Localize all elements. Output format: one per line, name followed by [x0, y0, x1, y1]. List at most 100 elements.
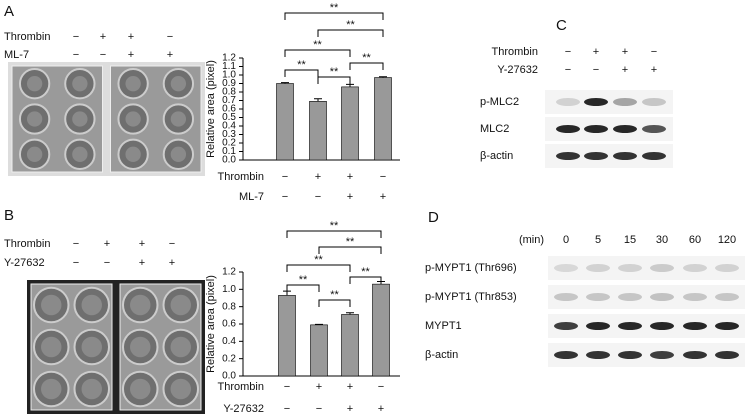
condition-sign: −	[593, 64, 599, 76]
blot	[545, 90, 673, 114]
y-tick-label: 0.1	[222, 146, 236, 157]
significance-bracket	[349, 62, 384, 70]
well-center	[41, 336, 62, 358]
significance-label: **	[299, 274, 308, 286]
y-tick-label: 0.8	[222, 87, 236, 98]
well-center	[81, 336, 102, 358]
y-tick-label: 1.2	[222, 267, 236, 278]
band	[554, 264, 578, 272]
y-tick-label: 0.7	[222, 95, 236, 106]
condition-label: Y-27632	[4, 257, 45, 269]
band	[683, 293, 707, 301]
blot-label: β-actin	[480, 150, 513, 162]
condition-sign: +	[167, 49, 173, 61]
y-tick-label: 1.0	[222, 284, 236, 295]
band	[650, 322, 674, 330]
significance-label: **	[297, 59, 306, 71]
significance-bracket	[284, 69, 319, 77]
bar	[341, 86, 359, 161]
bar	[310, 324, 328, 377]
condition-sign: −	[100, 49, 106, 61]
band	[715, 264, 739, 272]
time-label: 60	[689, 234, 701, 246]
y-tick-label: 0.0	[222, 371, 236, 382]
y-tick-label: 0.3	[222, 129, 236, 140]
band	[650, 351, 674, 359]
condition-sign: −	[380, 171, 386, 183]
condition-sign: +	[169, 257, 175, 269]
condition-sign: −	[104, 257, 110, 269]
band	[642, 98, 666, 106]
well-center	[81, 378, 102, 400]
significance-bracket	[286, 284, 320, 292]
bar	[372, 283, 390, 377]
condition-sign: +	[347, 403, 353, 415]
condition-sign: −	[315, 191, 321, 203]
blot	[548, 256, 745, 280]
y-tick-label: 0.6	[222, 104, 236, 115]
band	[586, 293, 610, 301]
condition-sign: +	[139, 238, 145, 250]
band	[586, 264, 610, 272]
y-tick-label: 0.5	[222, 112, 236, 123]
band	[586, 322, 610, 330]
significance-label: **	[330, 2, 339, 14]
well-center	[72, 146, 88, 162]
significance-label: **	[346, 236, 355, 248]
condition-label: Thrombin	[4, 31, 50, 43]
band	[642, 125, 666, 133]
band	[683, 264, 707, 272]
band	[715, 322, 739, 330]
significance-label: **	[330, 220, 339, 232]
condition-sign: −	[284, 403, 290, 415]
unit-label: (min)	[519, 234, 544, 246]
well-center	[41, 294, 62, 316]
well-center	[170, 378, 191, 400]
condition-sign: −	[282, 171, 288, 183]
well-center	[125, 76, 141, 92]
blot-label: p-MYPT1 (Thr696)	[425, 262, 517, 274]
error-bar	[346, 83, 354, 87]
significance-label: **	[313, 39, 322, 51]
condition-label: ML-7	[4, 49, 29, 61]
condition-label: Y-27632	[497, 64, 538, 76]
well-center	[170, 336, 191, 358]
bar	[278, 295, 296, 377]
blot	[548, 314, 745, 338]
condition-sign: −	[651, 46, 657, 58]
blot-label: p-MLC2	[480, 96, 519, 108]
y-tick-label: 0.4	[222, 121, 236, 132]
condition-sign: +	[104, 238, 110, 250]
y-tick-label: 0.2	[222, 353, 236, 364]
well-center	[26, 76, 43, 92]
error-bar	[281, 82, 289, 84]
band	[613, 125, 637, 133]
panel-label: D	[428, 209, 439, 226]
y-tick-label: 0.6	[222, 319, 236, 330]
significance-bracket	[318, 246, 382, 254]
well-center	[26, 111, 43, 127]
band	[618, 351, 642, 359]
blot	[548, 343, 745, 367]
significance-bracket	[317, 76, 351, 84]
y-tick-label: 0.2	[222, 138, 236, 149]
panel-label: B	[4, 207, 14, 224]
band	[642, 152, 666, 160]
well-center	[26, 146, 43, 162]
time-label: 15	[624, 234, 636, 246]
well-center	[125, 111, 141, 127]
y-tick-label: 1.2	[222, 53, 236, 64]
blot-label: MYPT1	[425, 320, 462, 332]
band	[618, 322, 642, 330]
band	[683, 322, 707, 330]
panel-label: C	[556, 17, 567, 34]
bar	[374, 77, 392, 161]
condition-sign: −	[73, 238, 79, 250]
significance-bracket	[284, 49, 351, 57]
significance-bracket	[286, 230, 382, 238]
condition-label: Thrombin	[218, 381, 264, 393]
significance-label: **	[361, 266, 370, 278]
band	[556, 98, 580, 106]
